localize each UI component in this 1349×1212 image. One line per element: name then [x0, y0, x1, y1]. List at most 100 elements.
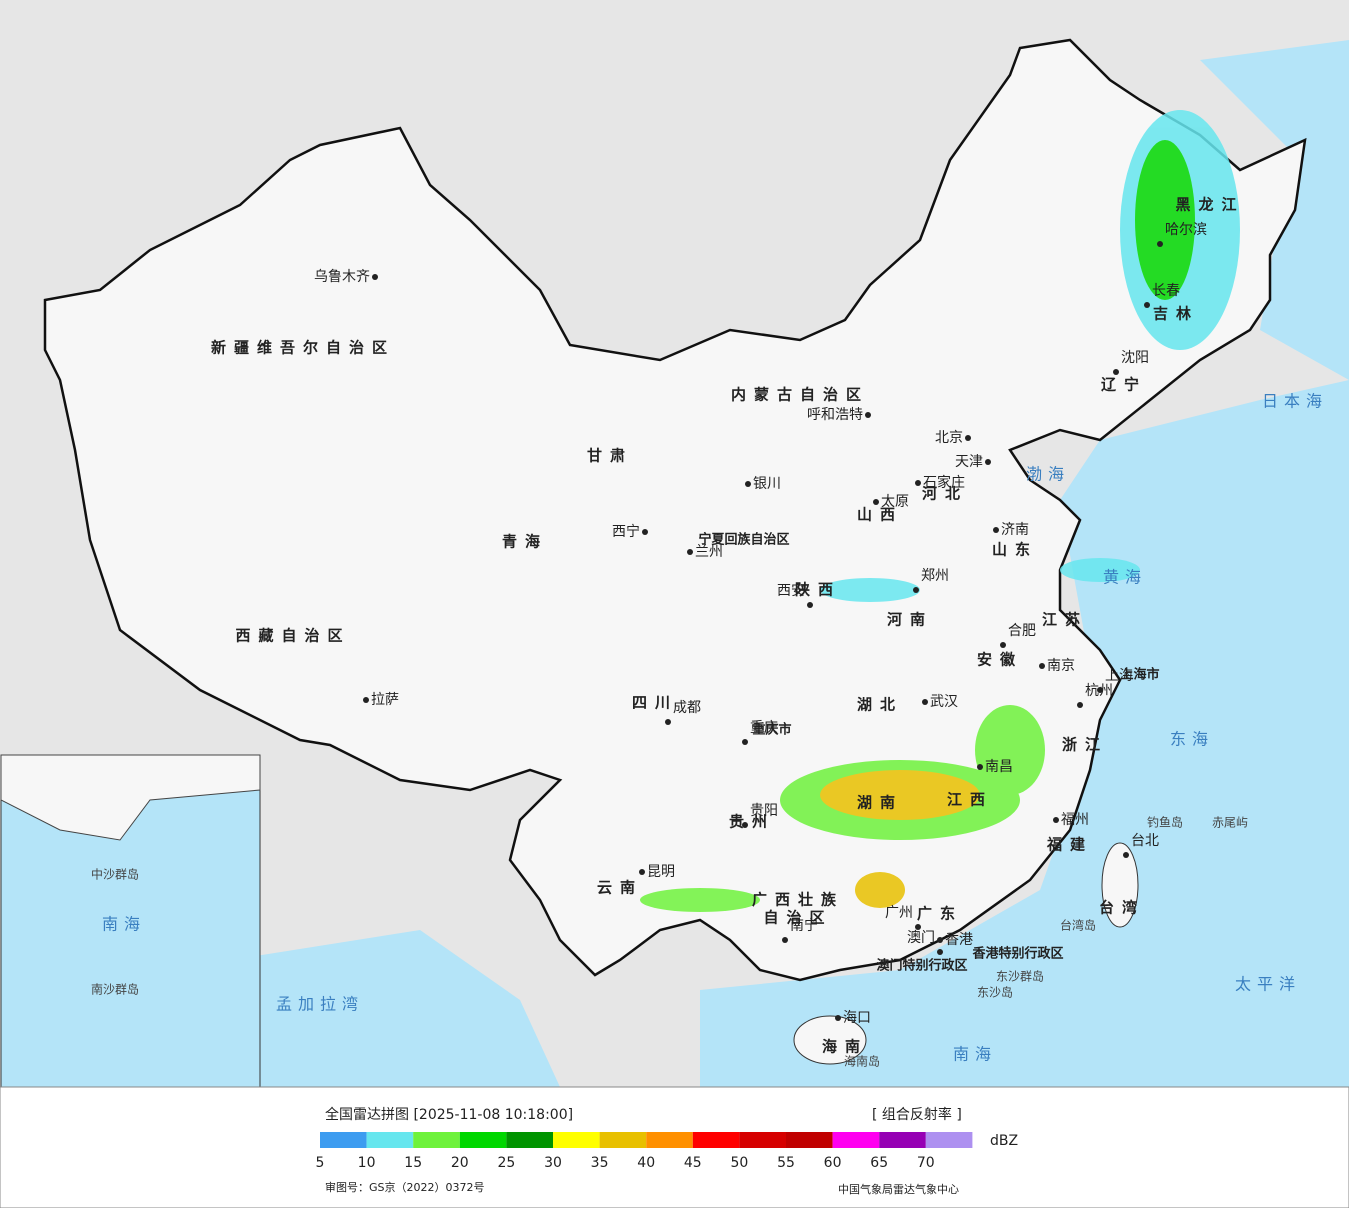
province-label: 上海市 [1120, 667, 1159, 683]
province-label: 云南 [597, 879, 643, 897]
legend-unit: dBZ [990, 1133, 1018, 1149]
city-label: 台北 [1131, 833, 1159, 849]
legend-swatch [879, 1132, 926, 1148]
city-dot [372, 274, 378, 280]
city-dot [937, 937, 943, 943]
sea-label: 南沙群岛 [91, 982, 139, 997]
city-dot [977, 764, 983, 770]
sea-label: 钓鱼岛 [1147, 815, 1183, 830]
city-label: 郑州 [921, 568, 949, 584]
city-dot [1097, 687, 1103, 693]
legend-swatch [320, 1132, 367, 1148]
legend-swatch [786, 1132, 833, 1148]
legend-tick-label: 15 [404, 1155, 422, 1171]
legend-tick-label: 10 [358, 1155, 376, 1171]
city-label: 成都 [673, 700, 701, 716]
city-label: 上海 [1105, 668, 1133, 684]
province-label: 黑龙江 [1175, 196, 1244, 214]
city-label: 石家庄 [923, 474, 965, 491]
legend-tick-label: 65 [870, 1155, 888, 1171]
city-dot [965, 435, 971, 441]
province-label: 内蒙古自治区 [731, 386, 869, 404]
legend-tick-label: 35 [591, 1155, 609, 1171]
city-dot [1113, 369, 1119, 375]
province-label: 贵州 [729, 813, 775, 831]
city-dot [993, 527, 999, 533]
city-label: 济南 [1001, 522, 1029, 538]
city-dot [363, 697, 369, 703]
city-dot [915, 480, 921, 486]
city-dot [873, 499, 879, 505]
city-dot [865, 412, 871, 418]
province-label: 四川 [632, 694, 678, 712]
taiwan [1101, 842, 1139, 928]
province-label: 宁夏回族自治区 [698, 532, 789, 548]
sea-label: 太平洋 [1235, 975, 1301, 994]
city-dot [1077, 702, 1083, 708]
city-dot [915, 924, 921, 930]
city-label: 杭州 [1085, 683, 1113, 699]
city-dot [1144, 302, 1150, 308]
province-label: 浙江 [1062, 736, 1108, 754]
city-dot [835, 1015, 841, 1021]
sea-label: 孟加拉湾 [276, 995, 364, 1014]
city-label: 呼和浩特 [807, 407, 863, 423]
city-dot [782, 937, 788, 943]
city-dot [687, 549, 693, 555]
city-dot [742, 739, 748, 745]
sea [230, 930, 560, 1087]
city-label: 香港 [945, 932, 973, 948]
city-label: 南昌 [985, 759, 1013, 775]
province-label: 青海 [502, 533, 548, 551]
city-label: 澳门 [907, 930, 935, 946]
city-dot [742, 822, 748, 828]
legend-swatch [739, 1132, 786, 1148]
province-label: 广西壮族 [752, 891, 844, 909]
city-dot [1039, 663, 1045, 669]
legend-tick-label: 60 [824, 1155, 842, 1171]
sea [700, 380, 1349, 1087]
legend-swatch [459, 1132, 507, 1148]
province-label: 安徽 [977, 651, 1023, 669]
province-label: 山西 [857, 506, 903, 524]
city-dot [1000, 642, 1006, 648]
city-dot [807, 602, 813, 608]
province-label: 湖北 [857, 696, 903, 714]
city-label: 西宁 [612, 523, 640, 540]
city-label: 海口 [843, 1010, 871, 1026]
legend-tick-label: 25 [497, 1155, 515, 1171]
city-label: 沈阳 [1121, 350, 1149, 366]
legend-tick-label: 55 [777, 1155, 795, 1171]
city-dot [985, 459, 991, 465]
legend-swatch [599, 1132, 647, 1148]
province-label: 海南 [822, 1038, 868, 1056]
sea-label: 赤尾屿 [1212, 816, 1248, 830]
city-label: 西安 [777, 583, 805, 599]
province-label: 江苏 [1042, 611, 1088, 629]
legend-swatch [832, 1132, 880, 1148]
city-label: 北京 [935, 430, 963, 446]
province-label: 西藏自治区 [235, 627, 350, 645]
legend-tick-label: 5 [316, 1155, 325, 1171]
legend-swatch [366, 1132, 414, 1148]
province-label: 澳门特别行政区 [876, 958, 967, 974]
city-label: 合肥 [1008, 623, 1036, 639]
province-label: 重庆市 [752, 722, 791, 738]
legend-swatch [692, 1132, 740, 1148]
legend-tick-label: 70 [917, 1155, 935, 1171]
city-dot [745, 481, 751, 487]
city-dot [922, 699, 928, 705]
sea-label: 南海 [953, 1045, 997, 1064]
city-label: 银川 [753, 476, 781, 492]
province-label: 河北 [922, 485, 968, 503]
city-label: 哈尔滨 [1165, 222, 1207, 238]
sea-label: 中沙群岛 [91, 867, 139, 882]
legend-swatch [506, 1132, 553, 1148]
legend-swatch [925, 1132, 973, 1148]
legend-swatch [553, 1132, 600, 1148]
city-dot [913, 587, 919, 593]
city-dot [642, 529, 648, 535]
title: 全国雷达拼图 [2025-11-08 10:18:00] [325, 1106, 573, 1123]
province-label: 辽宁 [1101, 376, 1147, 394]
sea-label: 东沙岛 [977, 985, 1013, 1000]
